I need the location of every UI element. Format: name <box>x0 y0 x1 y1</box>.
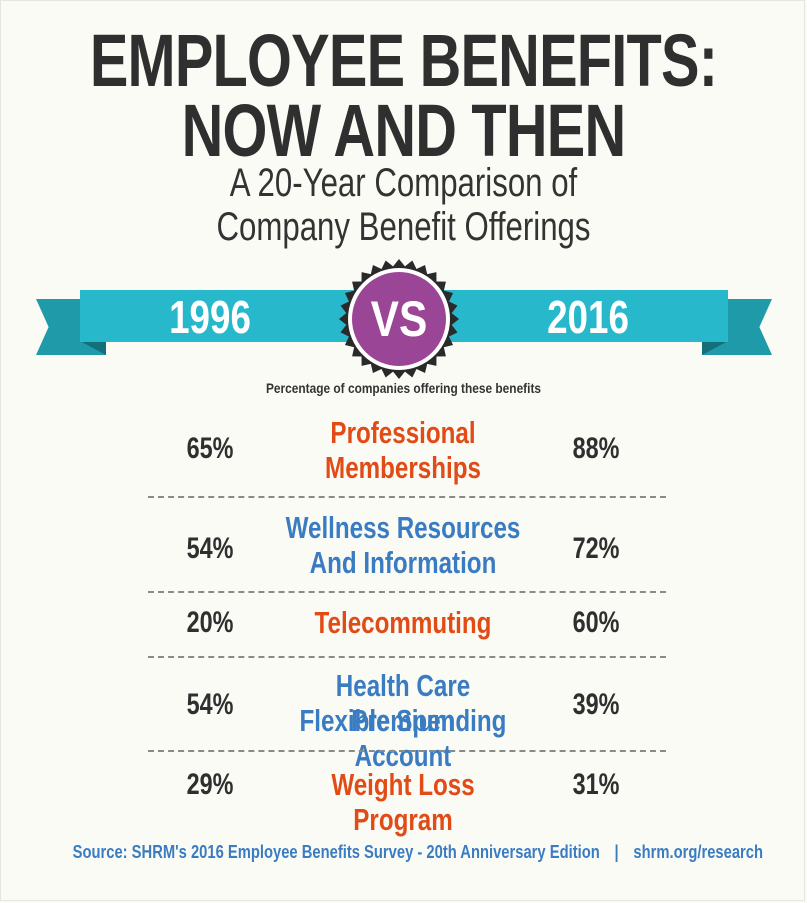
row-5-2016-value: 31% <box>572 768 620 801</box>
row-4-2016-value: 39% <box>572 688 620 721</box>
vs-badge-icon <box>339 259 459 379</box>
year-2016: 2016 <box>547 291 629 343</box>
row-2-1996-value: 54% <box>186 532 234 565</box>
row-3-2016-value: 60% <box>572 606 620 639</box>
subtitle-line-2: Company Benefit Offerings <box>216 205 591 249</box>
chart-caption: Percentage of companies offering these b… <box>265 380 542 396</box>
source-footer: Source: SHRM's 2016 Employee Benefits Su… <box>72 842 763 863</box>
source-link[interactable]: shrm.org/research <box>633 842 764 862</box>
row-3-1996-value: 20% <box>186 606 234 639</box>
title-line-1: EMPLOYEE BENEFITS: <box>89 19 718 102</box>
row-4-benefit-line-1: Health Care Premium <box>335 668 471 738</box>
row-divider <box>148 496 666 498</box>
row-4-benefit-line-2: Flexible Spending Account <box>299 703 507 773</box>
row-1-2016-value: 88% <box>572 432 620 465</box>
row-2-benefit-line-2: And Information <box>309 545 497 580</box>
ribbon-fold-right <box>702 341 728 355</box>
row-divider <box>148 750 666 752</box>
row-1-benefit-line-1: Professional <box>330 415 476 450</box>
row-1-benefit-line-2: Memberships <box>325 450 481 485</box>
vs-label: VS <box>370 291 428 347</box>
row-5-benefit-line-1: Weight Loss Program <box>331 767 475 837</box>
year-1996: 1996 <box>169 291 251 343</box>
footer-separator: | <box>614 842 619 862</box>
subtitle-line-1: A 20-Year Comparison of <box>229 161 578 205</box>
source-text: Source: SHRM's 2016 Employee Benefits Su… <box>72 842 600 862</box>
row-3-benefit-line-1: Telecommuting <box>314 605 492 640</box>
badge-fill <box>352 272 446 366</box>
row-2-benefit-line-1: Wellness Resources <box>285 510 521 545</box>
row-divider <box>148 656 666 658</box>
row-2-2016-value: 72% <box>572 532 620 565</box>
row-4-1996-value: 54% <box>186 688 234 721</box>
row-divider <box>148 591 666 593</box>
row-1-1996-value: 65% <box>186 432 234 465</box>
row-5-1996-value: 29% <box>186 768 234 801</box>
ribbon-fold-left <box>80 341 106 355</box>
title-line-2: NOW AND THEN <box>181 89 627 172</box>
